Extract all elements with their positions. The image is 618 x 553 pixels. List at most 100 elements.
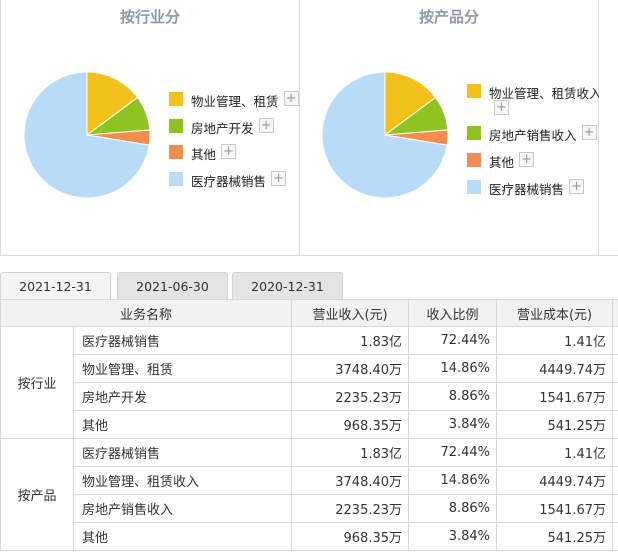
pie-slice-3[interactable] [321,71,448,199]
row-cost: 1.41亿 [496,438,614,467]
legend-swatch [467,153,481,167]
row-name: 医疗器械销售 [72,326,293,355]
pie-slice-0[interactable] [86,71,139,136]
row-extra [612,354,618,383]
legend-swatch [169,119,183,133]
legend-swatch [467,126,481,140]
legend-item-medical[interactable]: 医疗器械销售 + [169,171,287,190]
row-revenue: 1.83亿 [291,438,410,467]
legend-label: 房地产销售收入 [489,128,577,143]
expand-plus-icon[interactable]: + [581,125,597,140]
tab-2021-12-31[interactable]: 2021-12-31 [0,272,111,300]
group-label-industry: 按行业 [0,326,74,439]
row-extra [612,494,618,523]
row-revenue: 2235.23万 [291,382,410,411]
expand-plus-icon[interactable]: + [221,144,237,159]
row-revenue: 968.35万 [291,522,410,551]
third-chart-panel [599,0,618,256]
group-label-product: 按产品 [0,438,74,551]
header-ratio: 收入比例 [408,299,498,327]
legend-label: 物业管理、租赁 [191,94,279,109]
legend-label: 其他 [191,147,217,162]
legend-item-realestate[interactable]: 房地产销售收入 + [467,125,597,144]
row-extra [612,326,618,355]
row-extra [612,522,618,551]
row-ratio: 72.44% [408,438,498,467]
row-ratio: 14.86% [408,466,498,495]
table-row: 物业管理、租赁 3748.40万 14.86% 4449.74万 [1,354,618,383]
row-revenue: 968.35万 [291,410,410,439]
legend-item-realestate[interactable]: 房地产开发 + [169,118,274,137]
row-revenue: 2235.23万 [291,494,410,523]
pie-slice-0[interactable] [384,71,437,136]
period-tabs: 2021-12-31 2021-06-30 2020-12-31 [0,272,618,300]
row-name: 房地产销售收入 [72,494,293,523]
legend-swatch [467,180,481,194]
row-cost: 4449.74万 [496,354,614,383]
row-ratio: 8.86% [408,382,498,411]
expand-plus-icon[interactable]: + [519,152,535,167]
expand-plus-icon[interactable]: + [494,100,509,115]
row-cost: 1.41亿 [496,326,614,355]
expand-plus-icon[interactable]: + [283,91,299,106]
tab-2021-06-30[interactable]: 2021-06-30 [117,272,228,300]
legend-swatch [467,84,481,98]
expand-plus-icon[interactable]: + [258,118,274,133]
table-row: 房地产销售收入 2235.23万 8.86% 1541.67万 [1,494,618,523]
table-row: 按产品 医疗器械销售 1.83亿 72.44% 1.41亿 [0,438,618,551]
legend-item-property[interactable]: 物业管理、租赁 + [169,91,299,110]
legend-label: 医疗器械销售 [191,174,267,189]
table-header-row: 业务名称 营业收入(元) 收入比例 营业成本(元) [0,299,618,327]
row-extra [612,438,618,467]
legend-label: 其他 [489,155,515,170]
row-revenue: 3748.40万 [291,354,410,383]
tab-2020-12-31[interactable]: 2020-12-31 [232,272,343,300]
legend-swatch [169,145,183,159]
header-cost: 营业成本(元) [496,299,614,327]
legend-item-other[interactable]: 其他 + [467,152,535,171]
row-ratio: 3.84% [408,522,498,551]
header-business-name: 业务名称 [0,299,293,327]
table-row: 按行业 医疗器械销售 1.83亿 72.44% 1.41亿 [0,326,618,439]
legend-label: 房地产开发 [191,121,254,136]
table-row: 物业管理、租赁收入 3748.40万 14.86% 4449.74万 [1,466,618,495]
row-name: 其他 [72,522,293,551]
legend-swatch [169,92,183,106]
table-row: 房地产开发 2235.23万 8.86% 1541.67万 [1,382,618,411]
header-extra [612,299,618,327]
table-row: 其他 968.35万 3.84% 541.25万 [1,522,618,551]
header-revenue: 营业收入(元) [291,299,410,327]
row-name: 房地产开发 [72,382,293,411]
row-cost: 1541.67万 [496,382,614,411]
row-ratio: 72.44% [408,326,498,355]
legend-label: 物业管理、租赁收入 [489,86,602,101]
row-name: 医疗器械销售 [72,438,293,467]
row-name: 物业管理、租赁 [72,354,293,383]
row-ratio: 3.84% [408,410,498,439]
product-chart-panel: 按产品分 物业管理、租赁收入 + 房地产销售收入 + 其他 + 医疗器械销售 + [300,0,602,256]
row-extra [612,382,618,411]
row-ratio: 8.86% [408,494,498,523]
business-composition-table: 业务名称 营业收入(元) 收入比例 营业成本(元) 按行业 医疗器械销售 1.8… [0,299,618,551]
legend-item-medical[interactable]: 医疗器械销售 + [467,179,585,198]
row-cost: 1541.67万 [496,494,614,523]
row-revenue: 3748.40万 [291,466,410,495]
row-extra [612,466,618,495]
row-revenue: 1.83亿 [291,326,410,355]
row-cost: 541.25万 [496,410,614,439]
industry-pie-chart [23,71,151,199]
product-chart-title: 按产品分 [418,8,479,26]
row-name: 物业管理、租赁收入 [72,466,293,495]
legend-item-other[interactable]: 其他 + [169,144,237,163]
expand-plus-icon[interactable]: + [569,179,585,194]
industry-chart-panel: 按行业分 物业管理、租赁 + 房地产开发 + 其他 + 医疗器械销售 + [0,0,300,256]
legend-label: 医疗器械销售 [489,182,565,197]
row-ratio: 14.86% [408,354,498,383]
pie-slice-3[interactable] [23,71,150,199]
legend-item-property[interactable]: 物业管理、租赁收入 [467,83,602,102]
expand-plus-icon[interactable]: + [271,171,287,186]
row-cost: 4449.74万 [496,466,614,495]
industry-chart-title: 按行业分 [119,8,180,26]
row-name: 其他 [72,410,293,439]
row-cost: 541.25万 [496,522,614,551]
